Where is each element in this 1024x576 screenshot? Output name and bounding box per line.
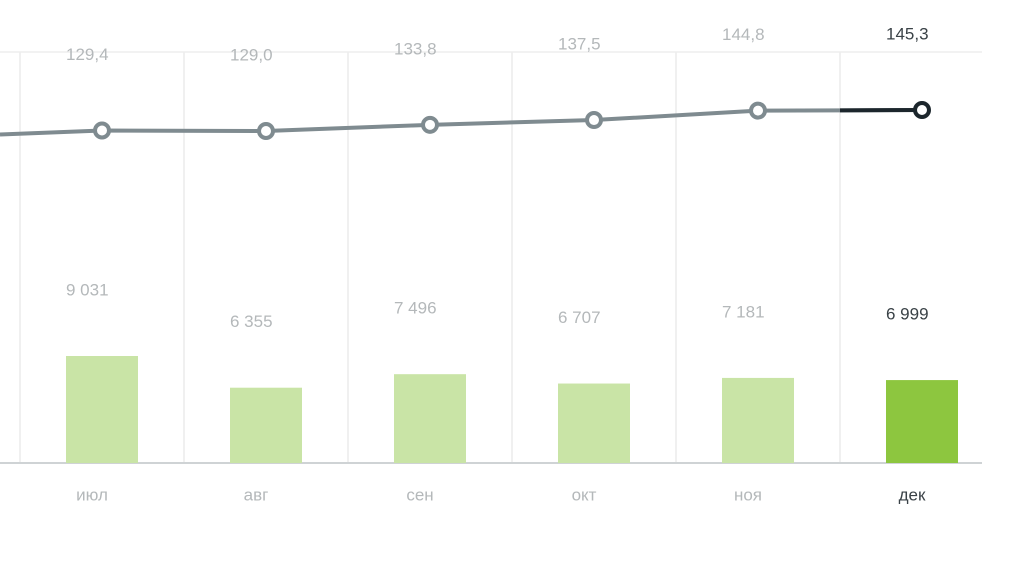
line-point — [749, 101, 767, 120]
bar — [886, 380, 958, 463]
line-value-label: 137,5 — [558, 35, 601, 54]
x-tick-label: ноя — [734, 485, 762, 504]
x-tick-label: июл — [76, 485, 108, 504]
x-tick-label: авг — [244, 485, 269, 504]
bar — [230, 387, 302, 463]
bar-value-label: 7 496 — [394, 299, 437, 318]
x-tick-label: сен — [406, 485, 433, 504]
line-value-label: 133,8 — [394, 39, 437, 58]
bar — [394, 374, 466, 463]
line-point — [913, 101, 931, 119]
x-tick-label: окт — [572, 485, 597, 504]
line-value-label: 129,4 — [66, 45, 109, 64]
line-value-label: 144,8 — [722, 25, 765, 44]
bar-value-label: 7 181 — [722, 302, 765, 321]
bar-value-label: 9 031 — [66, 280, 109, 299]
bar — [722, 377, 794, 463]
line-point — [585, 111, 603, 130]
line — [0, 108, 759, 137]
x-tick-label: дек — [899, 485, 926, 504]
bar-value-label: 6 999 — [886, 305, 929, 324]
line-point — [421, 115, 439, 134]
bar — [66, 356, 138, 463]
line-point — [257, 122, 275, 140]
line-value-label: 145,3 — [886, 24, 929, 43]
line-value-label: 129,0 — [230, 45, 273, 64]
bar-value-label: 6 355 — [230, 312, 273, 331]
line-point — [93, 121, 111, 140]
bar — [558, 383, 630, 463]
bar-value-label: 6 707 — [558, 308, 601, 327]
